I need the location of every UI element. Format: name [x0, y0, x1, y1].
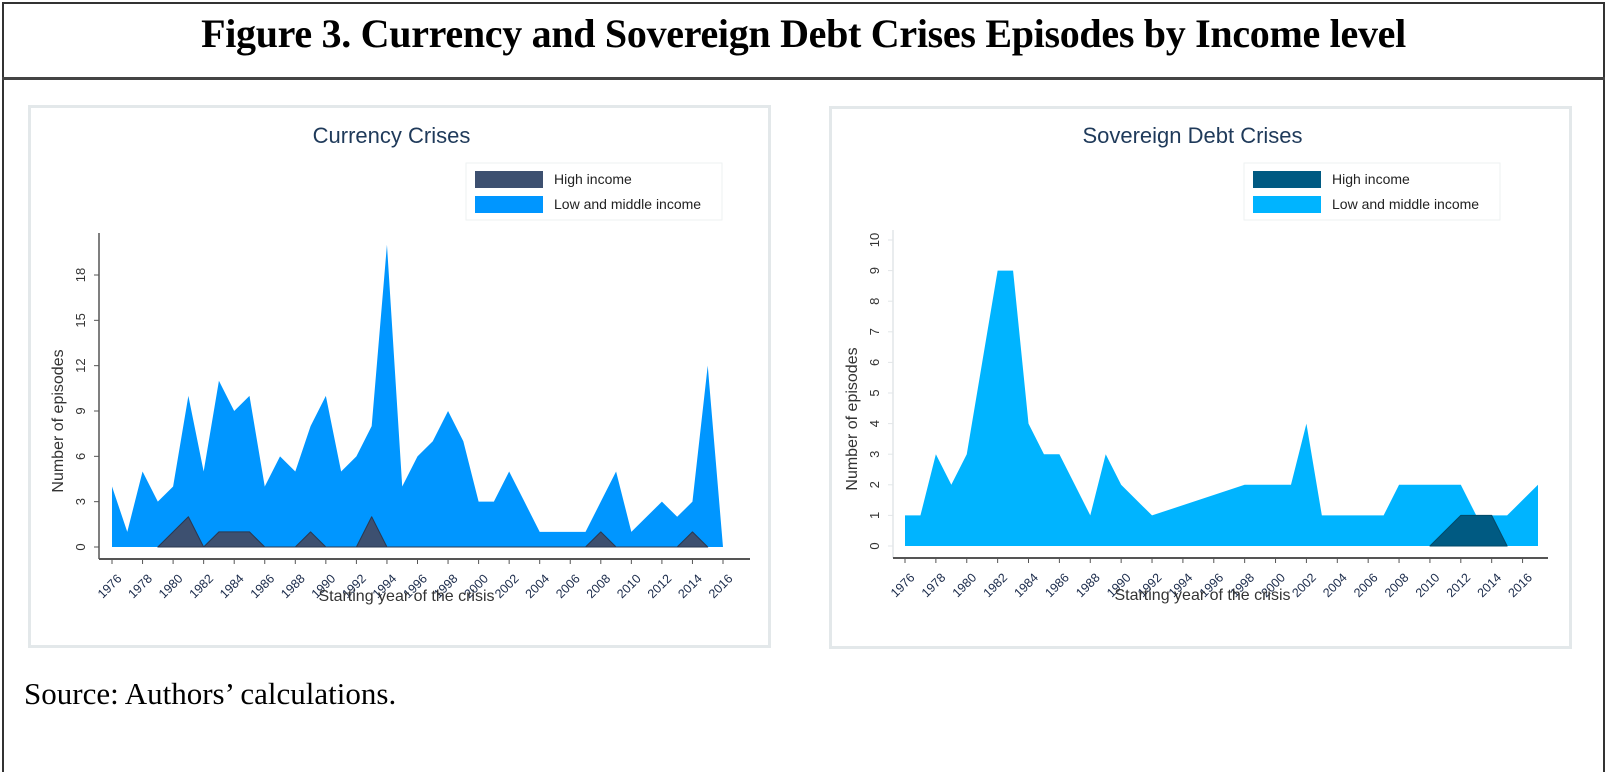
- x-tick-label: 1986: [248, 572, 278, 602]
- x-tick-label: 2008: [584, 572, 614, 602]
- x-tick-label: 1976: [888, 571, 918, 601]
- y-axis-label: Number of episodes: [844, 347, 861, 490]
- x-tick-label: 1976: [95, 572, 125, 602]
- y-tick-label: 1: [867, 512, 882, 519]
- sovereign-debt-crises-panel: Sovereign Debt Crises High income Low and …: [829, 106, 1572, 649]
- figure-title-band: Figure 3. Currency and Sovereign Debt Cr…: [2, 2, 1605, 80]
- y-tick-label: 9: [867, 267, 882, 274]
- y-tick-label: 2: [867, 481, 882, 488]
- x-tick-label: 2002: [492, 572, 522, 602]
- legend-swatch-high-income: [475, 171, 543, 188]
- x-tick-label: 1988: [1073, 571, 1103, 601]
- chart-title: Currency Crises: [313, 123, 471, 148]
- x-tick-label: 1980: [156, 572, 186, 602]
- chart-title: Sovereign Debt Crises: [1082, 123, 1302, 148]
- legend-label: Low and middle income: [554, 196, 701, 212]
- y-tick-label: 7: [867, 328, 882, 335]
- x-tick-label: 2010: [614, 572, 644, 602]
- y-tick-label: 15: [73, 313, 88, 327]
- x-axis-label: Starting year of the crisis: [318, 588, 494, 605]
- x-tick-label: 1986: [1042, 571, 1072, 601]
- legend-swatch-high-income: [1253, 171, 1321, 188]
- y-tick-label: 0: [73, 543, 88, 550]
- x-tick-label: 1984: [217, 572, 247, 602]
- x-tick-label: 2012: [1444, 571, 1474, 601]
- area-low-and-middle-income: [112, 245, 723, 547]
- legend-label: High income: [554, 171, 632, 187]
- x-tick-label: 1988: [278, 572, 308, 602]
- y-tick-label: 4: [867, 420, 882, 427]
- x-tick-label: 2004: [523, 572, 553, 602]
- x-tick-label: 2002: [1289, 571, 1319, 601]
- y-tick-label: 18: [73, 268, 88, 282]
- y-axis-label: Number of episodes: [50, 349, 67, 492]
- y-tick-label: 3: [73, 498, 88, 505]
- y-tick-label: 8: [867, 298, 882, 305]
- x-tick-label: 1978: [125, 572, 155, 602]
- y-tick-label: 12: [73, 358, 88, 372]
- y-tick-label: 3: [867, 451, 882, 458]
- y-tick-label: 5: [867, 389, 882, 396]
- legend-swatch-low-and-middle-income: [475, 196, 543, 213]
- y-tick-label: 10: [867, 233, 882, 247]
- y-tick-label: 6: [867, 359, 882, 366]
- x-axis-label: Starting year of the crisis: [1114, 587, 1290, 604]
- x-tick-label: 1978: [919, 571, 949, 601]
- currency-crises-panel: Currency Crises High income Low and middle…: [28, 105, 771, 648]
- x-tick-label: 1980: [950, 571, 980, 601]
- legend: High income Low and middle income: [1244, 163, 1500, 220]
- legend: High income Low and middle income: [466, 163, 722, 220]
- area-low-and-middle-income: [905, 271, 1538, 546]
- legend-label: Low and middle income: [1332, 196, 1479, 212]
- x-tick-label: 2016: [1505, 571, 1535, 601]
- legend-swatch-low-and-middle-income: [1253, 196, 1321, 213]
- x-tick-label: 2012: [645, 572, 675, 602]
- figure-title: Figure 3. Currency and Sovereign Debt Cr…: [2, 10, 1605, 57]
- x-tick-label: 2016: [706, 572, 736, 602]
- x-tick-label: 2006: [1351, 571, 1381, 601]
- x-tick-label: 1984: [1011, 571, 1041, 601]
- x-tick-label: 2014: [1475, 571, 1505, 601]
- sovereign-debt-crises-chart: Sovereign Debt Crises High income Low and …: [832, 109, 1569, 646]
- x-tick-label: 2004: [1320, 571, 1350, 601]
- x-tick-label: 2008: [1382, 571, 1412, 601]
- source-note: Source: Authors’ calculations.: [24, 676, 396, 712]
- x-tick-label: 2006: [553, 572, 583, 602]
- y-tick-label: 6: [73, 453, 88, 460]
- x-tick-label: 1982: [187, 572, 217, 602]
- y-tick-label: 0: [867, 542, 882, 549]
- x-tick-label: 2010: [1413, 571, 1443, 601]
- y-tick-label: 9: [73, 407, 88, 414]
- currency-crises-chart: Currency Crises High income Low and middle…: [31, 108, 768, 645]
- legend-label: High income: [1332, 171, 1410, 187]
- x-tick-label: 1982: [981, 571, 1011, 601]
- x-tick-label: 2014: [675, 572, 705, 602]
